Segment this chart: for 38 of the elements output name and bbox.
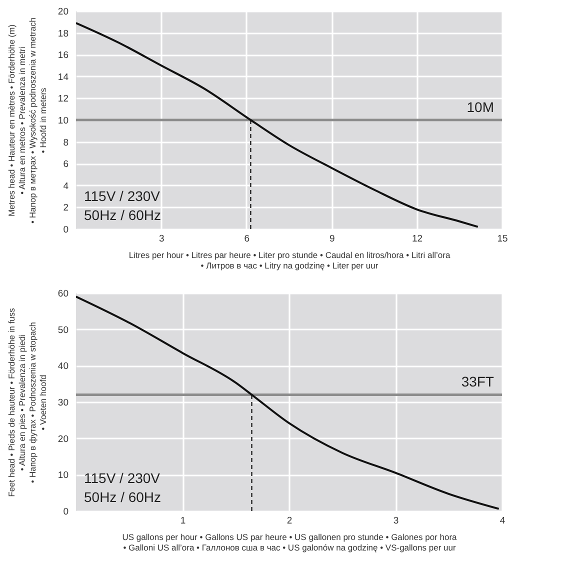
annotation: 115V / 230V	[84, 470, 161, 486]
y-axis-title: Feet head • Pieds de hauteur • Förderhöhe in fuss • Altura en pies • Prevalenza in piedi • Напор в футах • Podnoszenia w stopach • Voeten hoofd	[6, 308, 48, 497]
y-axis-title: Metres head • Hauteur en mètres • Förderhöhe (m) • Altura en metros • Prevalenza in metri • Напор в метрах • Wysokość podnoszenia w metrach • Hoofd in meters	[6, 17, 48, 224]
y-tick-label: 20	[58, 434, 68, 445]
x-tick-label: 2	[286, 516, 292, 526]
x-tick-label: 3	[159, 234, 164, 244]
y-tick-label: 30	[58, 398, 68, 408]
y-tick-label: 14	[58, 72, 68, 83]
y-tick-label: 60	[58, 288, 68, 300]
y-tick-label: 10	[58, 470, 68, 482]
ref-line-label: 10M	[466, 99, 494, 115]
x-tick-label: 9	[329, 234, 335, 244]
x-tick-label: 15	[497, 234, 508, 244]
annotation: 50Hz / 60Hz	[84, 489, 162, 505]
ref-line-label: 33FT	[461, 374, 494, 390]
x-tick-label: 3	[393, 516, 399, 526]
y-tick-label: 12	[58, 94, 68, 105]
y-tick-label: 10	[58, 116, 68, 126]
y-tick-label: 4	[63, 180, 68, 192]
line-series	[76, 296, 500, 510]
x-axis-title: Litres per hour • Litres par heure • Liter pro stunde • Caudal en litros/hora • Litri all’ora • Литров в час • Litry na godzinę • Liter per uur	[128, 250, 450, 270]
y-tick-label: 2	[63, 202, 68, 214]
y-tick-label: 20	[58, 6, 68, 18]
x-tick-label: 4	[500, 516, 506, 526]
y-tick-label: 8	[63, 137, 68, 148]
y-tick-label: 18	[58, 28, 68, 40]
annotation: 115V / 230V	[84, 188, 161, 204]
y-tick-label: 40	[58, 361, 68, 372]
x-tick-label: 6	[244, 234, 250, 244]
y-tick-label: 6	[63, 159, 68, 170]
y-tick-label: 0	[63, 506, 68, 518]
y-tick-label: 50	[58, 324, 68, 336]
x-tick-label: 12	[412, 234, 423, 244]
annotation: 50Hz / 60Hz	[84, 207, 162, 223]
x-tick-label: 1	[180, 516, 186, 526]
x-axis-title: US gallons per hour • Gallons US par heure • US gallonen pro stunde • Galones por hora • Galloni US all’ora • Галлонов сша в час • US galonów na godzinę • VS-gallons per uur	[122, 532, 458, 552]
y-tick-label: 16	[58, 50, 68, 62]
y-tick-label: 0	[63, 224, 68, 236]
